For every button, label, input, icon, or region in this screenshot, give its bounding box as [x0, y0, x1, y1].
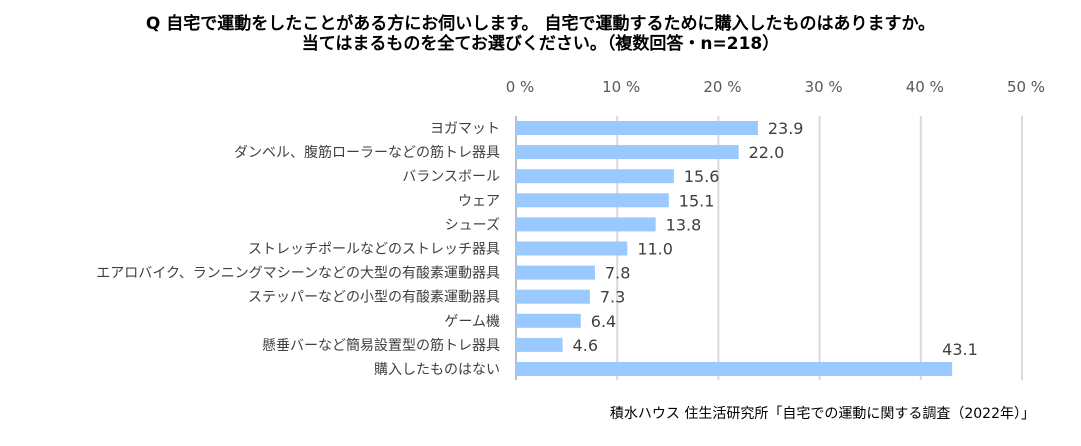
bar [516, 241, 628, 256]
chart-title-line-1: Q 自宅で運動をしたことがある方にお伺いします。 自宅で運動するために購入したも… [145, 14, 936, 34]
data-label: 7.3 [600, 288, 625, 307]
category-label: ダンベル、腹筋ローラーなどの筋トレ器具 [234, 144, 500, 161]
data-label: 22.0 [749, 143, 785, 162]
data-label: 23.9 [768, 119, 804, 138]
category-label: ステッパーなどの小型の有酸素運動器具 [248, 290, 500, 306]
category-label: ゲーム機 [444, 314, 500, 330]
x-tick-label: 10 % [602, 78, 640, 96]
category-label: シューズ [445, 217, 500, 233]
category-label: 購入したものはない [374, 362, 500, 378]
category-label: ヨガマット [430, 121, 500, 137]
x-tick-label: 0 % [506, 78, 535, 96]
category-label: ウェア [458, 193, 500, 209]
category-label: ストレッチポールなどのストレッチ器具 [248, 242, 500, 258]
bar [516, 313, 581, 328]
data-label: 11.0 [637, 240, 673, 259]
bar [516, 289, 590, 304]
data-label: 6.4 [591, 312, 616, 331]
bar [516, 362, 953, 376]
category-label: エアロバイク、ランニングマシーンなどの大型の有酸素運動器具 [96, 266, 500, 282]
source-note: 積水ハウス 住生活研究所「自宅での運動に関する調査（2022年）」 [609, 406, 1035, 422]
data-label: 7.8 [605, 264, 630, 283]
bar [516, 217, 656, 232]
data-label: 15.1 [679, 191, 715, 210]
bar [516, 265, 595, 280]
bar [516, 121, 758, 135]
x-tick-label: 20 % [703, 78, 741, 96]
chart-title-line-2: 当てはまるものを全てお選びください。（複数回答・n=218） [301, 34, 780, 54]
bar [516, 145, 739, 160]
data-label: 4.6 [573, 336, 598, 355]
bar [516, 337, 563, 352]
x-tick-label: 40 % [906, 78, 944, 96]
x-tick-label: 50 % [1007, 78, 1045, 96]
category-label: 懸垂バーなど簡易設置型の筋トレ器具 [262, 337, 500, 354]
data-label: 13.8 [666, 215, 702, 234]
data-label: 43.1 [942, 340, 978, 359]
category-label: バランスボール [402, 169, 500, 185]
x-tick-label: 30 % [805, 78, 843, 96]
bar [516, 169, 674, 184]
bar [516, 193, 669, 208]
data-label: 15.6 [684, 167, 720, 186]
